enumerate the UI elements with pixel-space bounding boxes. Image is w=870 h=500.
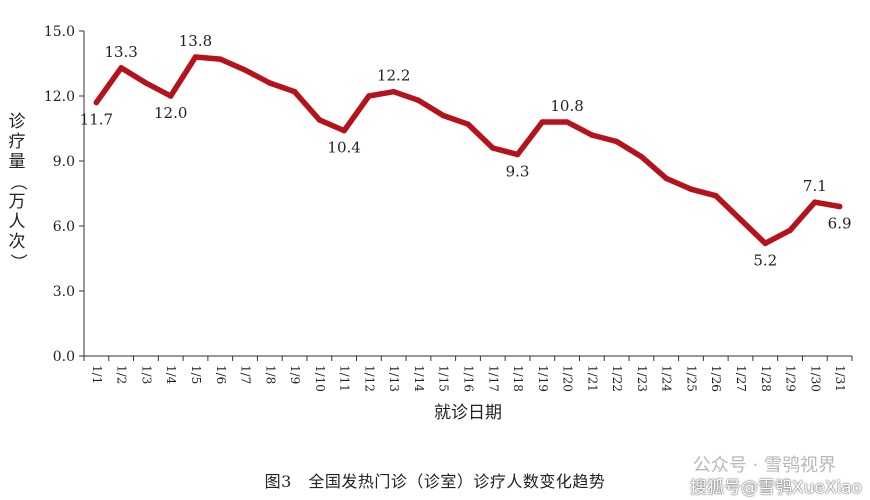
y-tick-label: 15.0 xyxy=(44,24,75,40)
x-tick-label: 1/28 xyxy=(759,365,773,392)
x-tick-label: 1/25 xyxy=(684,365,698,392)
data-point xyxy=(316,117,323,123)
data-point xyxy=(415,97,422,104)
x-tick-label: 1/9 xyxy=(288,365,302,384)
y-axis-title-char: ） xyxy=(7,253,27,271)
x-tick-label: 1/3 xyxy=(139,365,153,384)
series-line xyxy=(93,54,843,247)
data-point xyxy=(440,112,447,119)
data-label: 13.3 xyxy=(104,43,137,61)
data-point xyxy=(787,227,793,234)
data-point xyxy=(217,56,224,62)
data-point xyxy=(613,138,620,145)
y-axis-title-char: 量 xyxy=(8,152,26,172)
x-axis-ticks: 1/1 1/2 1/3 1/4 1/5 1/6 1/7 1/8 1/9 1/10 1/11 1/12 1… xyxy=(83,356,853,392)
y-axis-title-char: （ xyxy=(7,173,27,191)
data-label: 10.8 xyxy=(550,97,583,115)
data-label: 7.1 xyxy=(803,177,827,195)
data-point xyxy=(143,80,149,86)
data-point xyxy=(489,145,496,151)
data-label: 9.3 xyxy=(506,163,530,181)
x-tick-label: 1/27 xyxy=(734,365,748,392)
x-tick-label: 1/12 xyxy=(362,365,376,392)
data-point xyxy=(465,121,471,127)
data-point xyxy=(267,80,273,86)
data-point xyxy=(737,216,744,223)
data-point xyxy=(366,93,372,99)
x-tick-label: 1/26 xyxy=(709,365,723,392)
y-axis-ticks: 0.0 3.0 6.0 9.0 12.0 15.0 xyxy=(44,24,84,365)
y-axis-title-char: 次 xyxy=(8,232,26,252)
x-tick-label: 1/14 xyxy=(412,365,426,392)
x-tick-label: 1/1 xyxy=(90,365,104,384)
data-point xyxy=(514,151,521,158)
chart-axes xyxy=(83,31,852,357)
data-point xyxy=(291,88,298,95)
data-point xyxy=(564,119,570,125)
y-tick-label: 3.0 xyxy=(53,284,75,300)
x-axis-title: 就诊日期 xyxy=(434,403,502,423)
series-polyline xyxy=(93,54,843,247)
x-tick-label: 1/22 xyxy=(610,365,624,392)
x-tick-label: 1/4 xyxy=(164,365,178,385)
data-label: 13.8 xyxy=(179,32,212,50)
data-point xyxy=(539,119,546,125)
data-point xyxy=(836,203,843,210)
y-axis-title-char: 诊 xyxy=(8,112,26,132)
data-point xyxy=(118,65,124,71)
data-point xyxy=(638,153,645,160)
data-label: 12.0 xyxy=(154,104,187,122)
y-tick-label: 12.0 xyxy=(44,89,75,105)
data-point xyxy=(390,88,397,95)
x-tick-label: 1/6 xyxy=(214,365,228,384)
y-tick-label: 9.0 xyxy=(53,154,75,170)
data-point xyxy=(762,240,769,247)
x-tick-label: 1/17 xyxy=(486,365,500,392)
x-tick-label: 1/19 xyxy=(536,365,550,392)
data-point xyxy=(589,132,595,138)
y-axis-title-char: 万 xyxy=(8,192,26,212)
x-tick-label: 1/8 xyxy=(263,365,277,384)
data-point xyxy=(341,127,347,134)
x-tick-label: 1/16 xyxy=(462,365,476,392)
data-point xyxy=(688,186,694,192)
data-label: 11.7 xyxy=(80,111,113,129)
y-axis-title-char: 人 xyxy=(8,212,26,232)
x-tick-label: 1/20 xyxy=(561,365,575,392)
x-tick-label: 1/13 xyxy=(387,365,401,392)
x-tick-label: 1/15 xyxy=(437,365,451,392)
x-tick-label: 1/23 xyxy=(635,365,649,392)
data-point xyxy=(663,175,669,182)
x-tick-label: 1/5 xyxy=(189,365,203,384)
data-label: 6.9 xyxy=(828,215,852,233)
y-axis-title-char: 疗 xyxy=(8,132,26,152)
data-label: 12.2 xyxy=(377,67,410,85)
x-tick-label: 1/30 xyxy=(808,365,822,392)
data-point xyxy=(192,54,199,60)
y-tick-label: 6.0 xyxy=(53,219,75,235)
data-label: 10.4 xyxy=(327,139,360,157)
figure-caption: 图3 全国发热门诊（诊室）诊疗人数变化趋势 xyxy=(264,472,606,491)
data-point xyxy=(712,192,719,199)
watermark-wechat: 公众号 · 雪鸮视界 xyxy=(692,455,836,476)
data-label: 5.2 xyxy=(753,251,777,269)
data-point xyxy=(242,67,248,73)
x-tick-label: 1/24 xyxy=(660,365,674,392)
data-point xyxy=(93,99,100,106)
y-axis-title: 诊疗量（万人次） xyxy=(2,112,32,272)
data-point xyxy=(167,93,174,99)
x-tick-label: 1/10 xyxy=(313,365,327,392)
watermark-sohu: 搜狐号@雪鸮XueXiao xyxy=(689,478,862,498)
x-tick-label: 1/11 xyxy=(338,365,352,392)
x-tick-label: 1/29 xyxy=(784,365,798,392)
data-labels: 11.7 13.3 12.0 13.8 10.4 12.2 9.3 10.8 5.2 7.1 6.9 xyxy=(80,32,852,269)
x-tick-label: 1/2 xyxy=(115,365,129,384)
x-tick-label: 1/21 xyxy=(585,365,599,392)
x-tick-label: 1/7 xyxy=(239,365,253,384)
data-point xyxy=(812,199,818,205)
x-tick-label: 1/18 xyxy=(511,365,525,392)
y-tick-label: 0.0 xyxy=(53,349,75,365)
x-tick-label: 1/31 xyxy=(833,365,847,392)
